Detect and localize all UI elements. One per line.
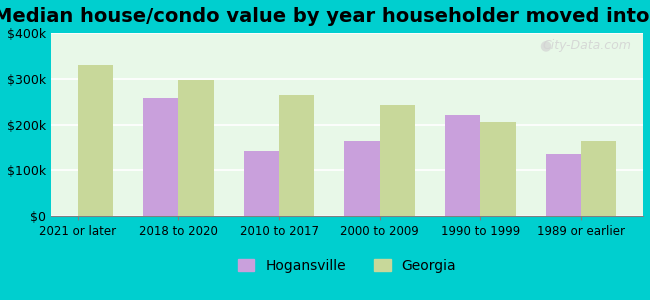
Bar [546, 154, 581, 216]
Title: Median house/condo value by year householder moved into unit: Median house/condo value by year househo… [0, 7, 650, 26]
Bar [179, 80, 214, 216]
Bar [78, 65, 113, 216]
Bar [344, 140, 380, 216]
Legend: Hogansville, Georgia: Hogansville, Georgia [232, 254, 462, 279]
Bar [380, 105, 415, 216]
Bar [143, 98, 179, 216]
Bar [445, 116, 480, 216]
Bar [581, 142, 616, 216]
Bar [244, 151, 279, 216]
Text: ●: ● [539, 38, 551, 52]
Bar [279, 95, 315, 216]
Text: City-Data.com: City-Data.com [542, 38, 631, 52]
Bar [480, 122, 515, 216]
